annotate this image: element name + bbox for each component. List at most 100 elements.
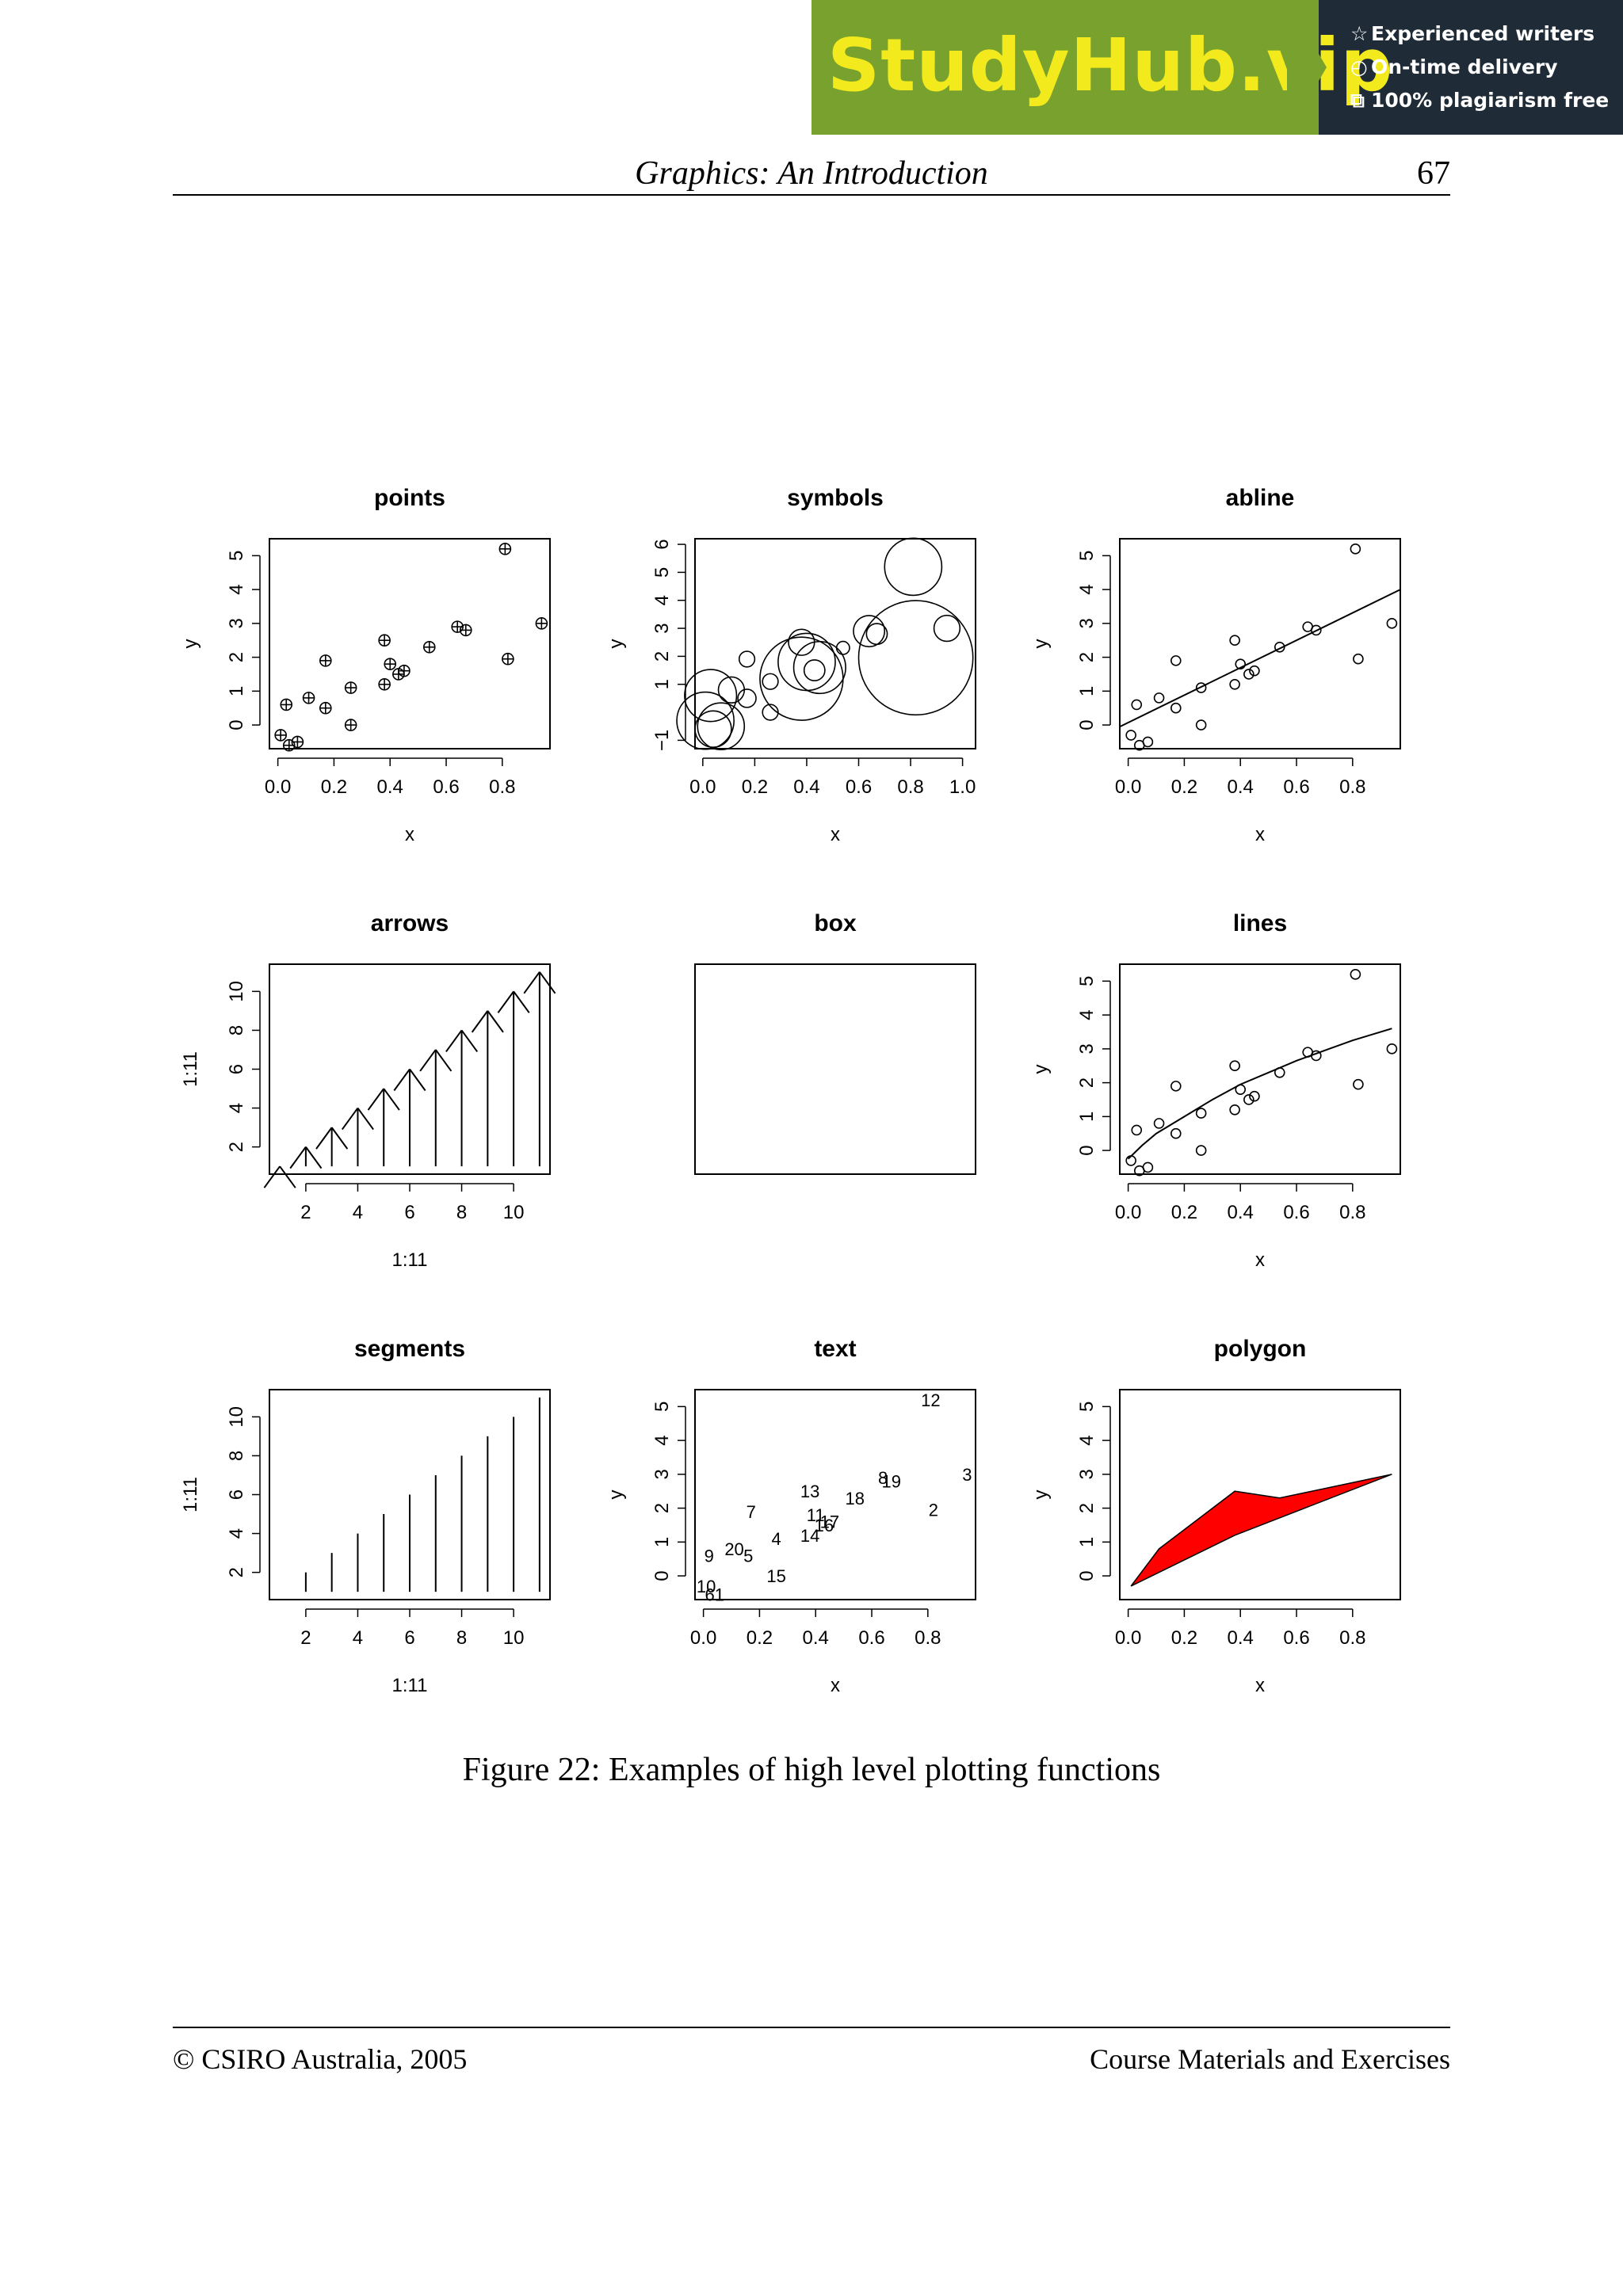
- data-text-label: 19: [882, 1471, 901, 1491]
- plot-symbols: symbols 0.0 0.2 0.4 0.6 0.8 1.0 −1 1 2 3 4 5 6 x y: [605, 485, 976, 845]
- data-point: [1142, 1161, 1154, 1173]
- data-text-label: 4: [772, 1529, 781, 1549]
- banner-features: ☆ Experienced writers ◴ On-time delivery ⧉…: [1350, 17, 1609, 117]
- x-tick-label: 4: [353, 1627, 363, 1649]
- data-point: [1195, 682, 1207, 693]
- x-tick-label: 8: [456, 1202, 467, 1223]
- data-point: [1195, 719, 1207, 730]
- arrow-head-left: [523, 971, 540, 994]
- data-text-label: 13: [800, 1482, 819, 1501]
- data-point: [1249, 665, 1260, 677]
- y-tick-label: 2: [651, 1503, 673, 1513]
- x-axis-label: x: [1255, 824, 1265, 845]
- data-symbol: [853, 615, 886, 648]
- y-tick-label: 1: [1076, 1112, 1098, 1122]
- data-point: [1350, 543, 1361, 555]
- filled-polygon: [1130, 1474, 1392, 1587]
- banner-features-area: [1319, 0, 1623, 135]
- plot-frame: [694, 1389, 976, 1600]
- x-tick-label: 0.2: [1171, 1627, 1197, 1649]
- plot-title: box: [814, 910, 857, 936]
- arrow-head-right: [279, 1165, 296, 1188]
- arrow-head-left: [419, 1049, 437, 1072]
- arrow-head-left: [289, 1146, 307, 1169]
- x-tick-label: 0.8: [897, 776, 923, 798]
- y-tick-label: 4: [1076, 1009, 1098, 1020]
- x-axis-label: x: [831, 1675, 840, 1696]
- y-axis-label: y: [1030, 1490, 1052, 1500]
- x-tick-label: 0.8: [1339, 776, 1365, 798]
- data-point: [1153, 692, 1165, 704]
- data-point: [302, 692, 315, 704]
- plot-frame: [269, 963, 551, 1175]
- data-text-label: 16: [815, 1516, 834, 1535]
- arrow-head-left: [315, 1127, 333, 1150]
- x-tick-label: 0.0: [265, 776, 291, 798]
- plot-title: arrows: [371, 910, 449, 936]
- data-symbol: [697, 702, 746, 751]
- feature-label: On-time delivery: [1371, 55, 1558, 78]
- y-tick-label: 2: [226, 1567, 247, 1577]
- x-tick-label: 0.6: [846, 776, 872, 798]
- plot-lines: lines 0.0 0.2 0.4 0.6 0.8 0 1 2 3 4 5 x y: [1030, 910, 1401, 1271]
- y-tick-label: 1: [651, 1537, 673, 1547]
- data-point: [422, 640, 436, 654]
- arrow: [341, 1107, 374, 1167]
- arrow-head-right: [383, 1088, 400, 1111]
- banner-notch: [1287, 0, 1327, 135]
- x-tick-label: 0.4: [1228, 1627, 1254, 1649]
- plot-abline: abline 0.0 0.2 0.4 0.6 0.8 0 1 2 3 4 5 x y: [1030, 485, 1401, 845]
- data-point: [1142, 736, 1154, 748]
- y-tick-label: 4: [1076, 1435, 1098, 1445]
- y-tick-label: 4: [651, 595, 673, 605]
- data-symbol: [737, 688, 757, 708]
- copy-icon: ⧉: [1350, 89, 1365, 112]
- x-tick-label: 2: [300, 1202, 311, 1223]
- x-tick-label: 8: [456, 1627, 467, 1649]
- arrow: [263, 1165, 296, 1188]
- data-point: [1170, 1081, 1182, 1092]
- x-tick-label: 0.4: [1228, 776, 1254, 798]
- arrow-head-right: [539, 971, 556, 994]
- x-tick-label: 0.6: [433, 776, 459, 798]
- y-tick-label: 6: [226, 1064, 247, 1074]
- data-point: [451, 620, 464, 633]
- y-tick-label: 6: [226, 1489, 247, 1500]
- y-tick-label: 4: [1076, 584, 1098, 594]
- figure-22: points 0.0 0.2 0.4 0.6 0.8 0 1 2 3 4 5 x y symbols 0.0 0…: [158, 460, 1458, 1727]
- data-point: [1235, 658, 1247, 669]
- arrow: [445, 1029, 479, 1167]
- data-symbol: [835, 640, 850, 655]
- x-tick-label: 0.4: [803, 1627, 829, 1649]
- feature-label: Experienced writers: [1371, 22, 1595, 45]
- feature-item: ⧉ 100% plagiarism free: [1350, 84, 1609, 117]
- x-tick-label: 0.2: [742, 776, 768, 798]
- x-tick-label: 0.6: [1283, 1202, 1309, 1223]
- plot-box: box: [694, 910, 976, 1175]
- plot-title: text: [814, 1336, 856, 1362]
- figure-caption: Figure 22: Examples of high level plotti…: [462, 1752, 1161, 1788]
- y-tick-label: 3: [651, 1469, 673, 1479]
- y-tick-label: 10: [226, 1406, 247, 1428]
- arrow-head-right: [357, 1107, 374, 1131]
- y-tick-label: 4: [226, 1528, 247, 1539]
- y-tick-label: 2: [1076, 652, 1098, 662]
- data-point: [1131, 1124, 1143, 1136]
- data-text-label: 61: [705, 1585, 724, 1605]
- arrow: [497, 990, 530, 1167]
- x-tick-label: 2: [300, 1627, 311, 1649]
- y-tick-label: 0: [226, 719, 247, 730]
- promo-banner[interactable]: StudyHub.vip ☆ Experienced writers ◴ On-ti…: [812, 0, 1623, 135]
- y-tick-label: 8: [226, 1451, 247, 1461]
- y-axis-label: 1:11: [180, 1051, 201, 1087]
- arrow: [367, 1088, 400, 1167]
- feature-label: 100% plagiarism free: [1371, 89, 1610, 112]
- data-point: [1353, 1078, 1364, 1090]
- plot-frame: [1119, 538, 1401, 749]
- x-tick-label: 0.2: [1171, 1202, 1197, 1223]
- plot-title: points: [374, 485, 445, 511]
- arrow-head-left: [471, 1010, 489, 1033]
- feature-item: ☆ Experienced writers: [1350, 17, 1609, 51]
